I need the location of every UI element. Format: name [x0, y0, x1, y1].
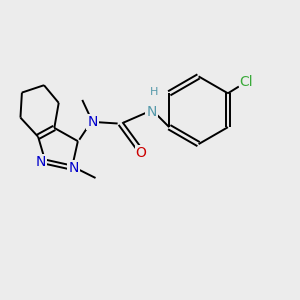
Text: O: O: [136, 146, 147, 160]
Text: N: N: [146, 105, 157, 119]
Text: Cl: Cl: [240, 74, 253, 88]
Text: N: N: [68, 161, 79, 175]
Text: H: H: [150, 87, 159, 97]
Text: N: N: [87, 115, 98, 129]
Text: N: N: [36, 155, 46, 169]
